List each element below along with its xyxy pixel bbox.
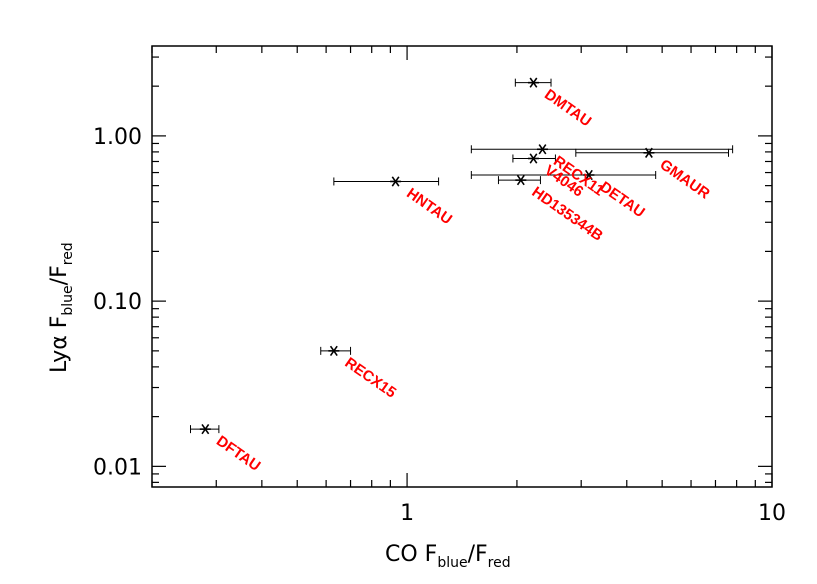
data-point [512,153,556,164]
asterisk-marker [644,147,653,158]
point-label: HNTAU [403,185,455,228]
data-point [190,423,220,435]
y-tick-label: 0.10 [93,290,142,315]
x-tick-label: 1 [400,501,414,526]
data-point [470,144,734,155]
y-axis-title: Lyα Fblue/Fred [47,242,76,373]
y-tick-label: 0.01 [93,455,142,480]
axis-ticks [151,46,773,487]
point-label: DMTAU [541,86,594,130]
point-label: DFTAU [213,432,263,474]
asterisk-marker [201,423,210,435]
asterisk-marker [329,345,338,357]
data-point [470,169,657,181]
asterisk-marker [529,153,538,164]
asterisk-marker [529,77,538,88]
y-tick-label: 1.00 [93,125,142,150]
asterisk-marker [516,174,525,186]
data-point [320,345,352,357]
plot-frame [151,45,773,488]
asterisk-marker [391,176,400,187]
asterisk-marker [538,144,547,155]
data-point [514,77,552,88]
data-point [497,174,541,186]
x-axis-title: CO Fblue/Fred [385,542,511,571]
data-point [575,147,730,158]
tick-labels: 1 10 0.01 0.10 1.00 [93,125,786,526]
point-label: GMAUR [657,156,713,203]
x-tick-label: 10 [758,501,786,526]
asterisk-marker [584,169,593,181]
point-label: RECX15 [342,354,400,401]
data-point [333,176,440,187]
data-points [190,77,734,435]
